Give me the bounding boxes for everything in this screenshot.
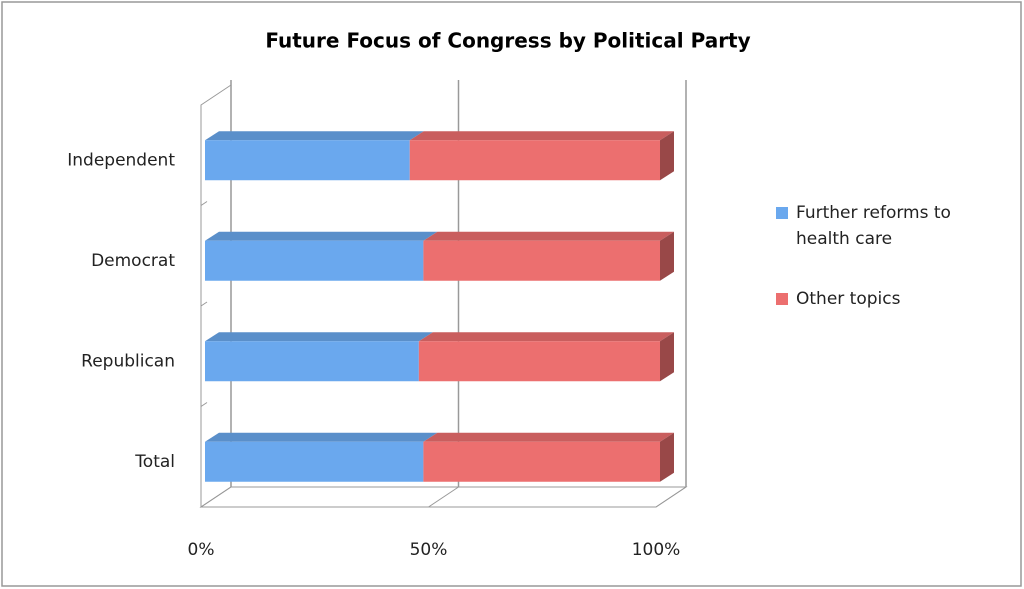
bar xyxy=(205,341,419,382)
y-tick-label: Total xyxy=(134,452,175,472)
bar xyxy=(418,341,660,382)
bar xyxy=(205,240,424,281)
chart-title: Future Focus of Congress by Political Pa… xyxy=(265,29,750,53)
bar-top xyxy=(423,231,674,241)
category-tick xyxy=(200,301,208,307)
legend-item: Further reforms to health care xyxy=(776,200,996,252)
legend-label: Further reforms to health care xyxy=(796,203,951,249)
bar-top xyxy=(418,332,674,342)
bar-side xyxy=(660,131,674,181)
bar xyxy=(423,240,660,281)
bar-side xyxy=(660,332,674,382)
y-tick-label: Republican xyxy=(81,351,175,371)
legend-swatch xyxy=(776,207,788,219)
bar-top xyxy=(205,131,424,141)
bar-top xyxy=(423,432,674,442)
legend-item: Other topics xyxy=(776,286,996,312)
legend-label: Other topics xyxy=(796,289,901,309)
x-tick-label: 50% xyxy=(410,540,448,560)
y-tick-label: Independent xyxy=(67,150,175,170)
y-tick-label: Democrat xyxy=(91,251,175,271)
bar-side xyxy=(660,432,674,482)
bar xyxy=(205,441,424,482)
category-tick xyxy=(200,402,208,407)
x-tick-label: 0% xyxy=(188,540,215,560)
floor-grid-line xyxy=(200,486,232,508)
x-tick-label: 100% xyxy=(632,540,681,560)
bar-top xyxy=(205,332,433,342)
category-tick xyxy=(200,201,208,206)
bar-top xyxy=(205,432,438,442)
legend: Further reforms to health care Other topi… xyxy=(776,200,996,346)
bar-top xyxy=(205,231,438,241)
floor-grid-line xyxy=(428,486,459,508)
floor-grid-line xyxy=(655,486,687,508)
bar xyxy=(409,140,660,181)
bar-top xyxy=(409,131,674,141)
legend-swatch xyxy=(776,293,788,305)
bar xyxy=(205,140,410,181)
bar xyxy=(423,441,660,482)
bar-side xyxy=(660,231,674,281)
